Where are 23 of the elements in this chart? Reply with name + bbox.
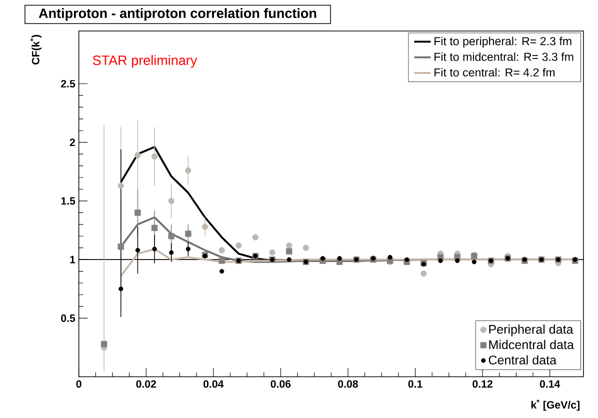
y-tick-label: 1: [70, 256, 76, 263]
legend-label: Fit to peripheral: R= 2.3 fm: [434, 36, 572, 48]
legend-label: Midcentral data: [489, 340, 574, 349]
x-tick-label: 0.12: [472, 380, 492, 388]
y-axis-title: CF(k$^{*}$): [30, 34, 42, 64]
x-tick-label: 0.08: [338, 380, 358, 388]
y-tick-label: 2.5: [61, 80, 76, 88]
x-tick-label: 0.02: [136, 380, 156, 388]
x-tick-label: 0.1: [408, 380, 422, 388]
legend-label: Fit to central: R= 4.2 fm: [434, 68, 555, 76]
chart-title: Antiproton - antiproton correlation function: [38, 8, 316, 20]
legend-label: Central data: [488, 355, 557, 364]
y-tick-label: 0.5: [61, 314, 76, 322]
x-tick-label: 0.14: [540, 380, 560, 388]
y-tick-label: 2: [70, 138, 75, 146]
y-tick-label: 1.5: [61, 197, 76, 204]
legend-label: Fit to midcentral: R= 3.3 fm: [434, 52, 574, 61]
x-tick-label: 0: [76, 380, 82, 388]
x-tick-label: 0.04: [203, 380, 224, 388]
annotation: STAR preliminary: [92, 54, 198, 68]
x-tick-label: 0.06: [270, 380, 291, 388]
x-axis-title: k$^{*}$ [GeV/c]: [531, 399, 580, 410]
legend-label: Peripheral data: [489, 324, 574, 336]
